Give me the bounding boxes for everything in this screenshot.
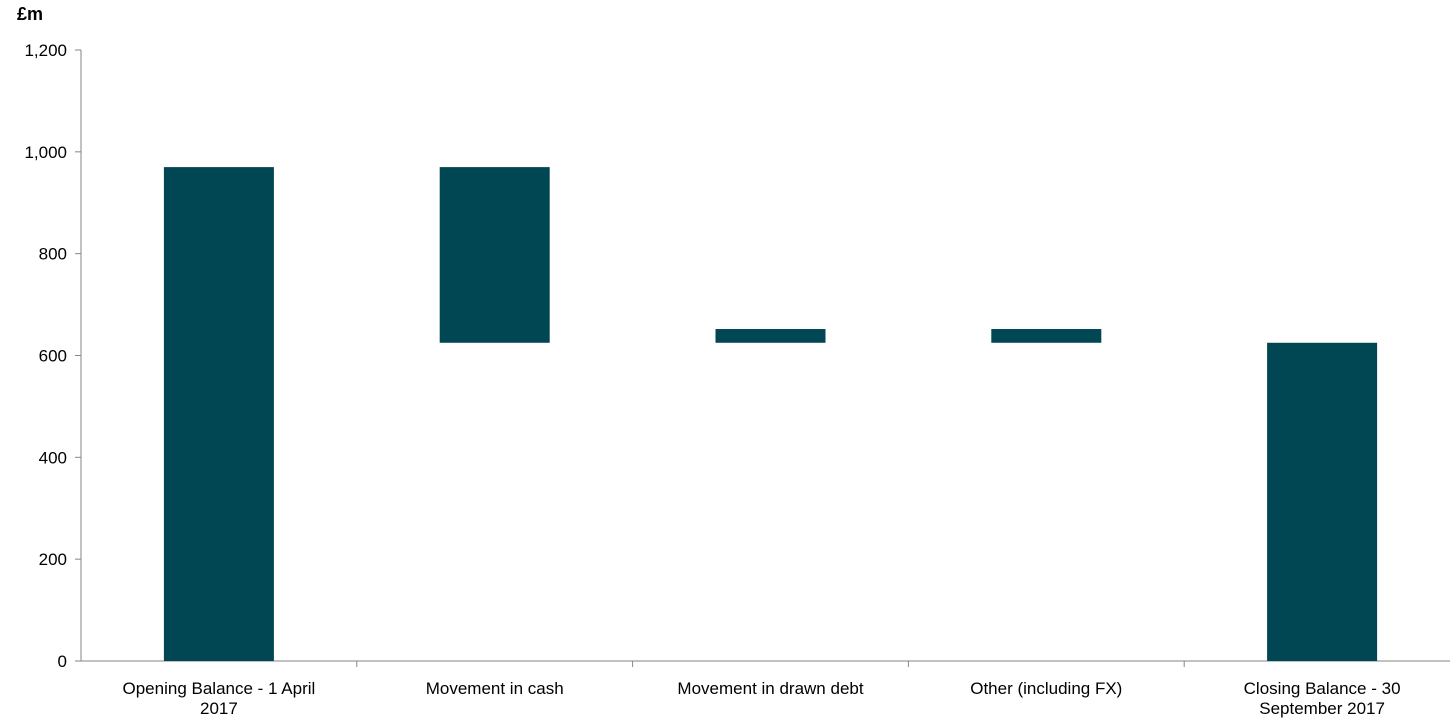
waterfall-bar bbox=[163, 167, 274, 661]
y-tick-label: 200 bbox=[39, 550, 67, 569]
y-tick-label: 400 bbox=[39, 448, 67, 467]
y-tick-label: 0 bbox=[58, 652, 67, 671]
x-category-label: Other (including FX) bbox=[970, 679, 1122, 698]
y-tick-label: 1,200 bbox=[24, 41, 67, 60]
y-tick-label: 1,000 bbox=[24, 143, 67, 162]
x-category-label: Opening Balance - 1 April 2017 bbox=[123, 679, 316, 718]
x-category-label: Closing Balance - 30 September 2017 bbox=[1244, 679, 1401, 718]
y-axis-unit-label: £m bbox=[17, 4, 44, 24]
x-category-label: Movement in drawn debt bbox=[677, 679, 863, 698]
waterfall-bar bbox=[439, 167, 550, 343]
waterfall-bar bbox=[715, 329, 826, 343]
waterfall-bar bbox=[991, 329, 1102, 343]
waterfall-bar bbox=[1267, 342, 1378, 661]
y-tick-label: 800 bbox=[39, 245, 67, 264]
x-category-label: Movement in cash bbox=[426, 679, 564, 698]
y-tick-label: 600 bbox=[39, 347, 67, 366]
